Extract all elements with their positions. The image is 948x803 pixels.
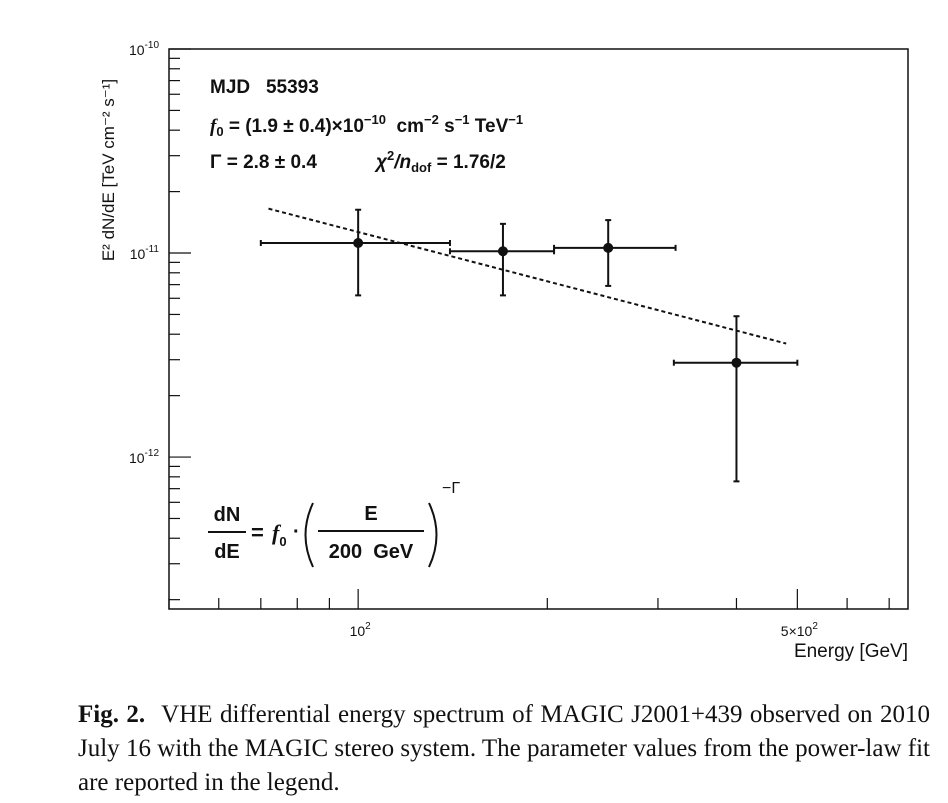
formula-exponent: −Γ bbox=[442, 480, 460, 497]
data-point-3 bbox=[553, 219, 677, 287]
spectrum-chart: 10-10 10-11 10-12 102 5×102 Energy [GeV] E²… bbox=[99, 40, 909, 662]
y-axis-ticks: 10-10 10-11 10-12 bbox=[129, 40, 191, 601]
formula-200gev: 200 GeV bbox=[329, 541, 414, 563]
data-point-2 bbox=[448, 222, 556, 297]
formula-de: dE bbox=[214, 541, 240, 563]
x-axis-ticks: 102 5×102 bbox=[168, 589, 890, 639]
y-tick-label: 10-12 bbox=[129, 448, 159, 466]
mjd-label: MJD 55393 bbox=[210, 77, 319, 98]
formula-e: E bbox=[364, 503, 377, 525]
y-axis-label: E² dN/dE [TeV cm⁻² s⁻¹] bbox=[99, 79, 118, 261]
chi2-label: χ2/ndof = 1.76/2 bbox=[374, 148, 506, 175]
x-axis-label: Energy [GeV] bbox=[794, 641, 908, 662]
x-tick-label: 102 bbox=[350, 621, 372, 639]
formula-dn: dN bbox=[214, 504, 241, 526]
formula-left-paren bbox=[304, 502, 314, 568]
formula-right-paren bbox=[428, 502, 438, 568]
data-marker bbox=[497, 246, 508, 257]
caption-text: VHE differential energy spectrum of MAGI… bbox=[78, 701, 930, 796]
plot-frame bbox=[168, 48, 909, 610]
plot-border bbox=[168, 48, 909, 610]
fit-line-group bbox=[268, 207, 787, 345]
f0-label: f0 = (1.9 ± 0.4)×10−10 cm−2 s−1 TeV−1 bbox=[210, 112, 523, 139]
power-law-fit-line bbox=[268, 207, 787, 345]
formula-equals: = bbox=[251, 520, 264, 545]
caption-label: Fig. 2. bbox=[78, 701, 146, 728]
data-points bbox=[259, 208, 799, 483]
y-tick-label: 10-11 bbox=[130, 244, 160, 262]
data-marker bbox=[603, 242, 614, 253]
data-marker bbox=[731, 357, 742, 368]
data-point-4 bbox=[672, 315, 799, 483]
power-law-formula: dN dE = f0 · E 200 GeV −Γ bbox=[208, 480, 460, 568]
data-marker bbox=[353, 237, 364, 248]
formula-dot: · bbox=[293, 521, 300, 543]
formula-f0: f0 bbox=[272, 520, 287, 549]
figure-caption: Fig. 2. VHE differential energy spectrum … bbox=[78, 698, 930, 800]
x-tick-label: 5×102 bbox=[781, 621, 819, 639]
data-point-1 bbox=[259, 208, 451, 297]
gamma-label: Γ = 2.8 ± 0.4 bbox=[210, 152, 317, 173]
y-tick-label: 10-10 bbox=[129, 40, 159, 58]
